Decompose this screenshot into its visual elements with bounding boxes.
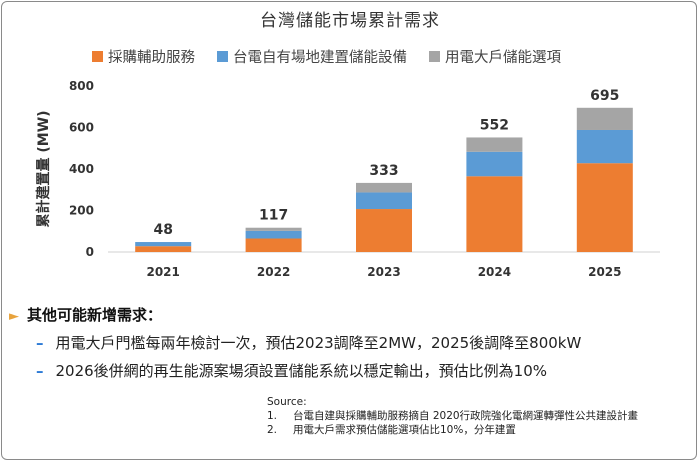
bar-segment-1	[135, 242, 192, 247]
source-item-text: 用電大戶需求預估儲能選項佔比10%，分年建置	[293, 424, 516, 436]
y-tick-label: 600	[69, 121, 94, 135]
y-tick-label: 400	[69, 162, 94, 176]
total-label: 333	[369, 163, 398, 179]
x-tick-label: 2024	[478, 265, 511, 279]
x-tick-label: 2025	[588, 265, 621, 279]
bar-segment-2	[356, 182, 412, 193]
source-label: Source:	[267, 396, 307, 408]
legend-label-2: 用電大戶儲能選項	[445, 50, 561, 66]
chart-legend: 採購輔助服務 台電自有場地建置儲能設備 用電大戶儲能選項	[92, 46, 561, 67]
y-tick-label: 200	[69, 204, 94, 218]
x-tick-label: 2023	[367, 265, 400, 279]
total-label: 695	[590, 88, 619, 104]
legend-swatch-1	[217, 51, 228, 62]
source-item: 1. 台電自建與採購輔助服務摘自 2020行政院強化電網運轉彈性公共建設計畫	[267, 409, 638, 423]
notes-item: –2026後併網的再生能源案場須設置儲能系統以穩定輸出，預估比例為10%	[36, 360, 547, 381]
legend-item-2: 用電大戶儲能選項	[429, 46, 561, 67]
notes-heading-text: 其他可能新增需求：	[27, 306, 163, 324]
notes-heading: ► 其他可能新增需求：	[9, 304, 162, 325]
y-axis-label: 累計建置量 (MW)	[35, 110, 52, 227]
bar-segment-0	[466, 176, 523, 252]
legend-swatch-2	[429, 51, 440, 62]
arrow-bullet-icon: ►	[9, 309, 19, 324]
bar-segment-2	[245, 227, 302, 231]
source-item-number: 1.	[267, 410, 278, 422]
total-label: 552	[480, 117, 509, 133]
notes-item-text: 2026後併網的再生能源案場須設置儲能系統以穩定輸出，預估比例為10%	[55, 362, 548, 380]
legend-swatch-0	[92, 51, 103, 62]
bar-segment-0	[356, 209, 412, 252]
bar-segment-2	[576, 107, 633, 130]
total-label: 117	[259, 208, 288, 224]
source-item-text: 台電自建與採購輔助服務摘自 2020行政院強化電網運轉彈性公共建設計畫	[293, 410, 639, 422]
notes-item-text: 用電大戶門檻每兩年檢討一次，預估2023調降至2MW，2025後調降至800kW	[55, 334, 582, 352]
bar-segment-2	[466, 137, 523, 152]
dash-bullet-icon: –	[36, 334, 44, 352]
bar-segment-0	[135, 246, 192, 252]
dash-bullet-icon: –	[36, 362, 44, 380]
chart-title: 台灣儲能市場累計需求	[260, 11, 440, 31]
y-tick-label: 0	[86, 245, 94, 259]
y-tick-label: 800	[69, 79, 94, 93]
source-notes: Source: 1. 台電自建與採購輔助服務摘自 2020行政院強化電網運轉彈性公…	[267, 395, 638, 437]
legend-item-1: 台電自有場地建置儲能設備	[217, 46, 407, 67]
bar-segment-1	[356, 192, 412, 210]
notes-item: – 用電大戶門檻每兩年檢討一次，預估2023調降至2MW，2025後調降至800k…	[36, 332, 581, 353]
source-item: 2. 用電大戶需求預估儲能選項佔比10%，分年建置	[267, 423, 638, 437]
bar-segment-0	[245, 238, 302, 252]
stacked-bar-chart: 0 200 400 600 800 累計建置量 (MW) 48 2021 117 2022 333 2…	[35, 79, 660, 279]
bar-segment-1	[466, 151, 523, 177]
source-item-number: 2.	[267, 424, 278, 436]
legend-item-0: 採購輔助服務	[92, 46, 195, 67]
x-tick-label: 2021	[146, 265, 179, 279]
bar-segment-1	[576, 129, 633, 164]
x-tick-label: 2022	[257, 265, 290, 279]
bar-segment-0	[576, 163, 633, 252]
total-label: 48	[153, 222, 172, 238]
legend-label-0: 採購輔助服務	[108, 50, 195, 66]
bar-segment-1	[245, 230, 302, 239]
legend-label-1: 台電自有場地建置儲能設備	[233, 50, 407, 66]
